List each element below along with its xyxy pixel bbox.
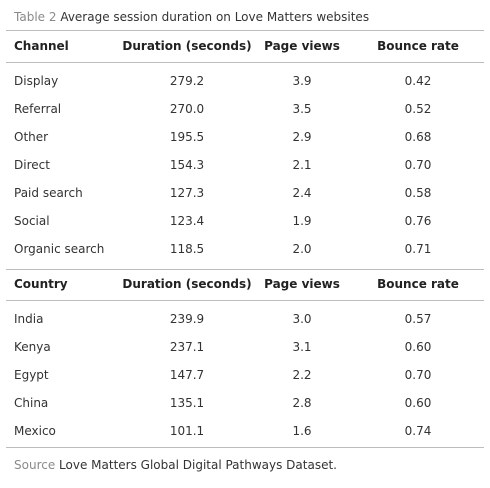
cell: 127.3 bbox=[169, 186, 205, 200]
cell: Social bbox=[14, 214, 50, 228]
caption-label: Table 2 bbox=[14, 10, 57, 24]
source-label: Source bbox=[14, 458, 56, 472]
header-cell: Channel bbox=[14, 39, 69, 53]
cell: 0.74 bbox=[404, 424, 432, 438]
cell: India bbox=[14, 312, 44, 326]
cell: 3.0 bbox=[292, 312, 312, 326]
cell: Direct bbox=[14, 158, 50, 172]
cell: 3.1 bbox=[292, 340, 312, 354]
cell: 0.71 bbox=[404, 242, 432, 256]
header-cell: Page views bbox=[264, 277, 340, 291]
cell: 2.4 bbox=[292, 186, 312, 200]
rule bbox=[6, 447, 484, 448]
source-text: Love Matters Global Digital Pathways Dat… bbox=[59, 458, 337, 472]
cell: China bbox=[14, 396, 49, 410]
cell: 0.68 bbox=[404, 130, 432, 144]
cell: 118.5 bbox=[169, 242, 205, 256]
rule bbox=[6, 269, 484, 270]
cell: 195.5 bbox=[169, 130, 205, 144]
rule bbox=[6, 62, 484, 63]
cell: 123.4 bbox=[169, 214, 205, 228]
cell: 270.0 bbox=[169, 102, 205, 116]
cell: Mexico bbox=[14, 424, 56, 438]
cell: 1.6 bbox=[292, 424, 312, 438]
rule bbox=[6, 30, 484, 31]
header-cell: Country bbox=[14, 277, 68, 291]
cell: 0.57 bbox=[404, 312, 432, 326]
cell: 2.0 bbox=[292, 242, 312, 256]
cell: 0.70 bbox=[404, 368, 432, 382]
header-cell: Page views bbox=[264, 39, 340, 53]
cell: 0.60 bbox=[404, 396, 432, 410]
header-cell: Bounce rate bbox=[377, 277, 459, 291]
cell: 0.60 bbox=[404, 340, 432, 354]
header-cell: Duration (seconds) bbox=[122, 39, 252, 53]
cell: Paid search bbox=[14, 186, 83, 200]
cell: 3.9 bbox=[292, 74, 312, 88]
caption: Table 2 Average session duration on Love… bbox=[14, 9, 369, 25]
cell: Referral bbox=[14, 102, 62, 116]
cell: Other bbox=[14, 130, 49, 144]
cell: 1.9 bbox=[292, 214, 312, 228]
cell: 0.42 bbox=[404, 74, 432, 88]
cell: 2.8 bbox=[292, 396, 312, 410]
cell: 2.9 bbox=[292, 130, 312, 144]
cell: 2.2 bbox=[292, 368, 312, 382]
caption-title: Average session duration on Love Matters… bbox=[60, 10, 370, 24]
header-cell: Duration (seconds) bbox=[122, 277, 252, 291]
cell: 0.76 bbox=[404, 214, 432, 228]
source: Source Love Matters Global Digital Pathw… bbox=[14, 457, 337, 473]
cell: 0.52 bbox=[404, 102, 432, 116]
cell: Egypt bbox=[14, 368, 49, 382]
cell: Display bbox=[14, 74, 59, 88]
cell: Kenya bbox=[14, 340, 51, 354]
cell: 0.58 bbox=[404, 186, 432, 200]
cell: 135.1 bbox=[169, 396, 205, 410]
cell: 101.1 bbox=[169, 424, 205, 438]
cell: 2.1 bbox=[292, 158, 312, 172]
cell: 147.7 bbox=[169, 368, 205, 382]
rule bbox=[6, 300, 484, 301]
cell: Organic search bbox=[14, 242, 105, 256]
cell: 237.1 bbox=[169, 340, 205, 354]
cell: 0.70 bbox=[404, 158, 432, 172]
header-cell: Bounce rate bbox=[377, 39, 459, 53]
cell: 279.2 bbox=[169, 74, 205, 88]
cell: 154.3 bbox=[169, 158, 205, 172]
cell: 239.9 bbox=[169, 312, 205, 326]
cell: 3.5 bbox=[292, 102, 312, 116]
